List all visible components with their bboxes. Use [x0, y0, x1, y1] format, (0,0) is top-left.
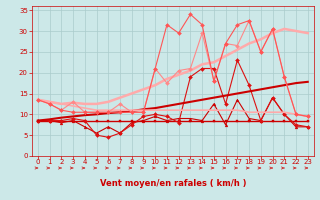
- X-axis label: Vent moyen/en rafales ( km/h ): Vent moyen/en rafales ( km/h ): [100, 179, 246, 188]
